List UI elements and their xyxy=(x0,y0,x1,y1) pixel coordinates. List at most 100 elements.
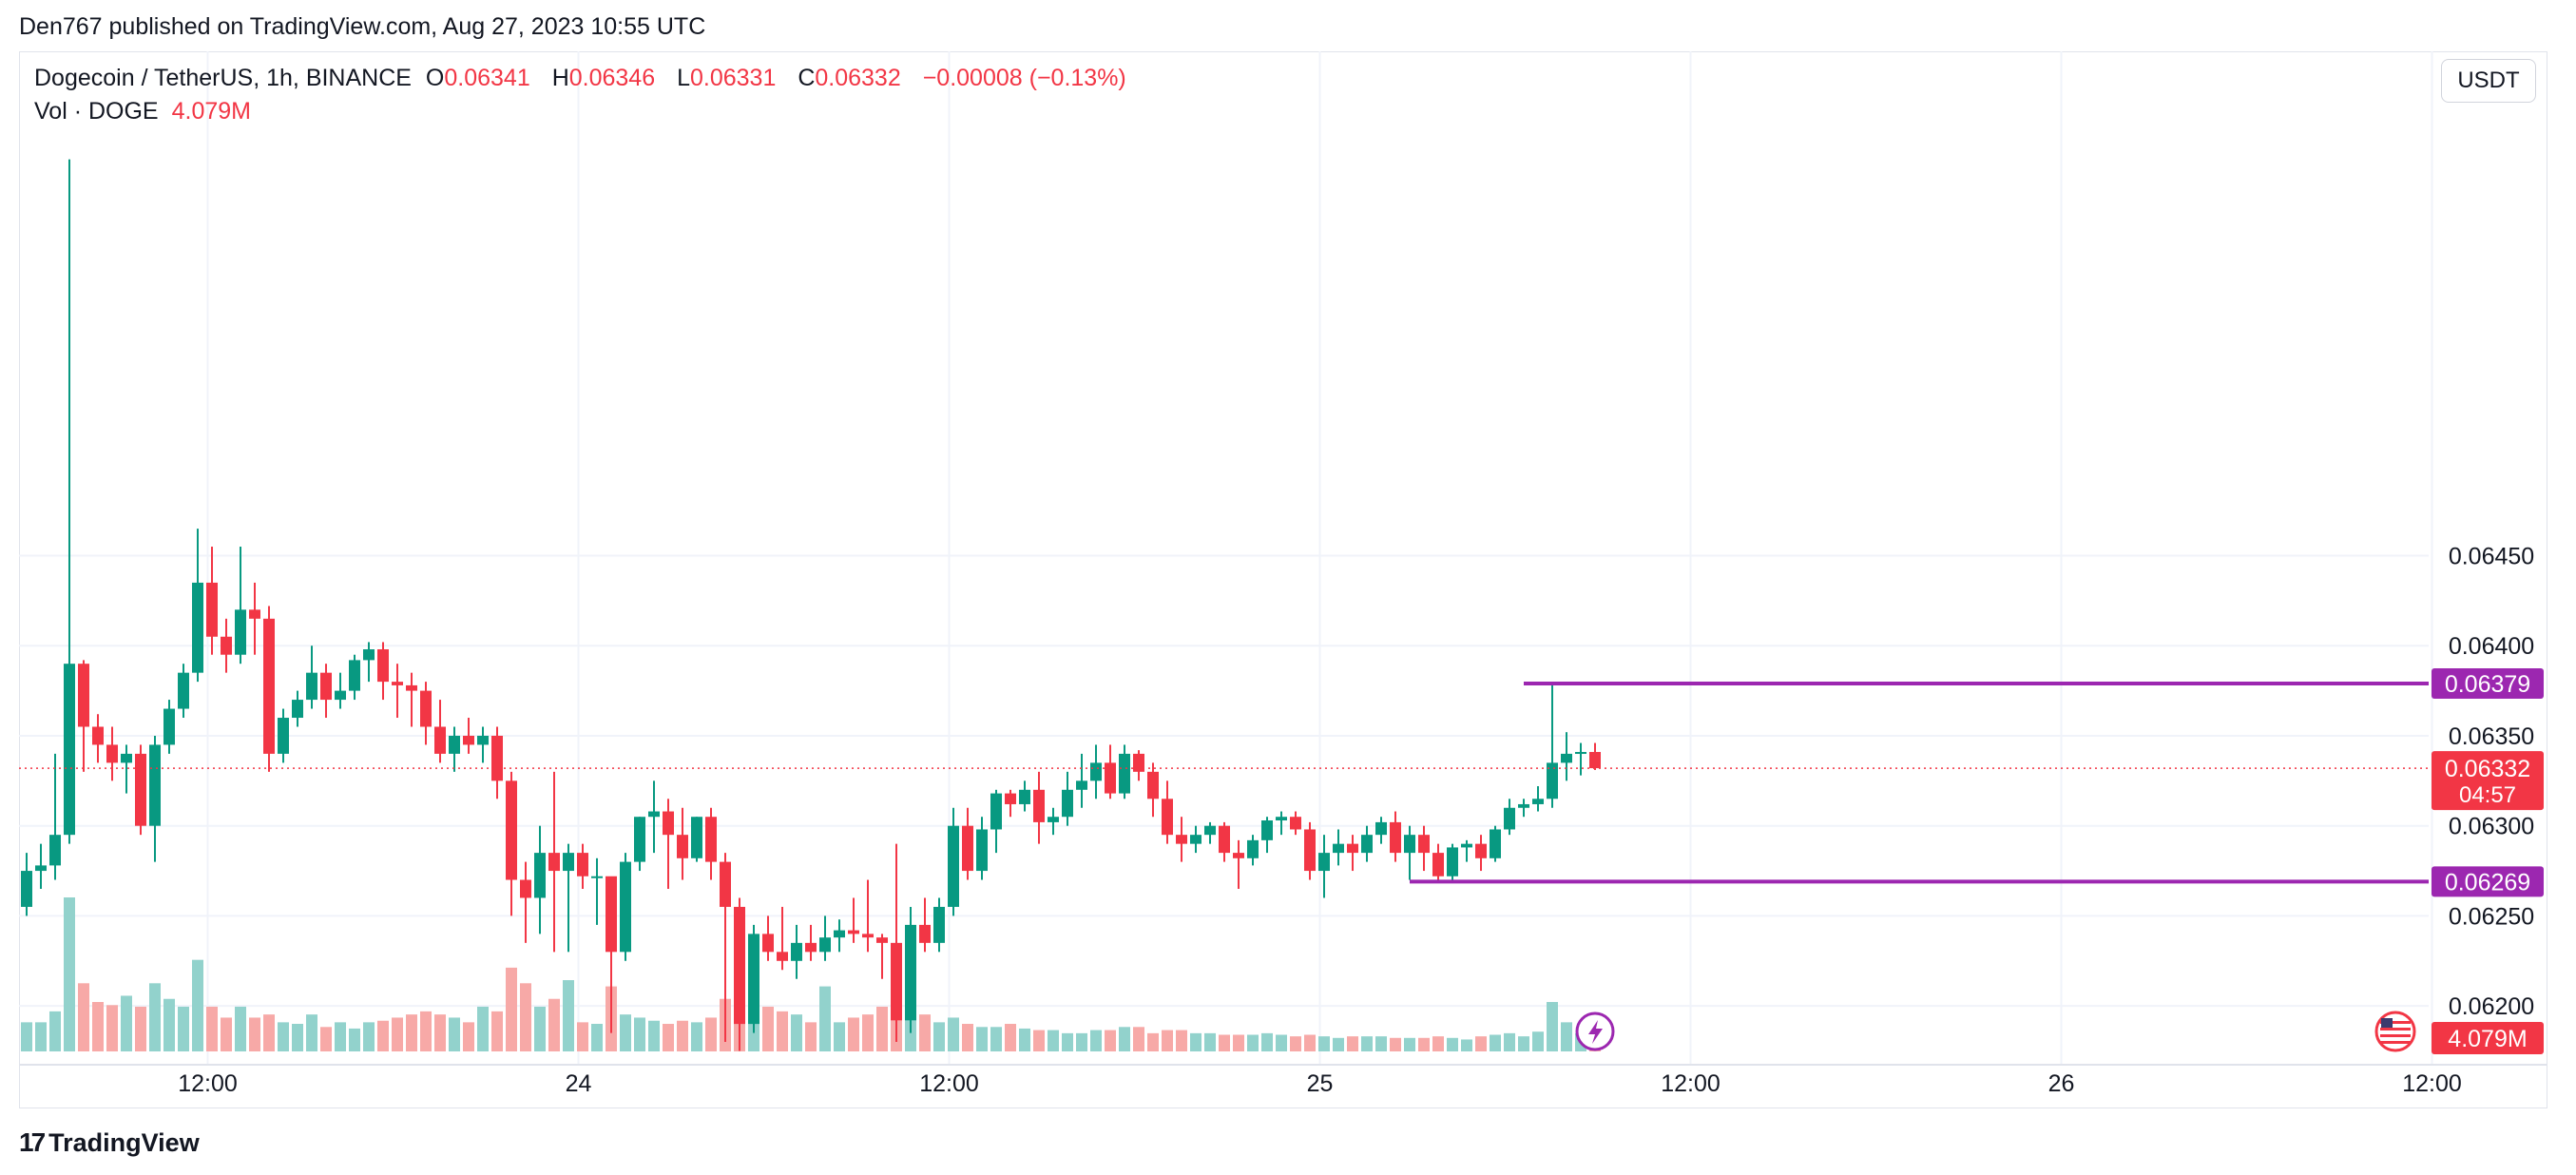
candle-body xyxy=(1033,789,1045,822)
volume-bar xyxy=(1276,1034,1287,1051)
tradingview-brand: TradingView xyxy=(48,1127,200,1157)
volume-bar xyxy=(577,1022,588,1051)
volume-bar xyxy=(221,1017,232,1051)
candle-body xyxy=(1375,821,1387,836)
volume-bar xyxy=(791,1014,802,1051)
volume-badge-label: 4.079M xyxy=(2448,1026,2527,1052)
volume-bar xyxy=(919,1014,931,1051)
volume-bar xyxy=(1219,1034,1230,1051)
candle-body xyxy=(1062,789,1073,818)
volume-bar xyxy=(491,1011,503,1051)
volume-bar xyxy=(121,995,132,1051)
candle-body xyxy=(1076,780,1087,790)
time-tick-label: 12:00 xyxy=(2402,1070,2462,1097)
candle-body xyxy=(677,835,688,858)
volume-bar xyxy=(1204,1032,1216,1051)
candle-body xyxy=(477,735,489,745)
candle-body xyxy=(306,672,317,701)
volume-bar xyxy=(249,1017,260,1051)
candle-body xyxy=(876,937,888,943)
candle-body xyxy=(1504,807,1515,830)
currency-button[interactable]: USDT xyxy=(2441,59,2536,103)
us-flag-stripe xyxy=(2380,1021,2411,1024)
candle-body xyxy=(962,825,973,872)
candle-body xyxy=(35,865,47,872)
candle-body xyxy=(1133,753,1144,772)
candle-body xyxy=(1518,803,1529,808)
volume-bar xyxy=(35,1022,47,1051)
candle-body xyxy=(363,649,375,661)
last-price-badge xyxy=(2432,751,2544,811)
price-tick-label: 0.06200 xyxy=(2449,993,2534,1020)
candle-body xyxy=(933,906,945,943)
candle-body xyxy=(520,879,531,898)
candle-body xyxy=(192,582,203,673)
candle-body xyxy=(135,753,146,826)
candle-body xyxy=(834,930,845,938)
volume-bar xyxy=(620,1014,631,1051)
us-flag-stripe xyxy=(2380,1034,2411,1037)
volume-bar xyxy=(962,1024,973,1051)
tradingview-logo[interactable]: 17 TradingView xyxy=(19,1127,200,1158)
volume-bar xyxy=(92,1002,104,1051)
us-flag-canton xyxy=(2381,1018,2393,1028)
volume-bar xyxy=(1447,1037,1458,1051)
volume-bar xyxy=(320,1027,332,1051)
volume-value: 4.079M xyxy=(171,98,251,125)
candle-body xyxy=(1333,843,1344,854)
time-axis: 12:002412:002512:002612:002712:002812:00… xyxy=(19,1064,2547,1097)
candle-body xyxy=(1290,817,1301,830)
candle-body xyxy=(420,690,432,727)
lightning-icon xyxy=(1575,1011,1615,1051)
volume-bar xyxy=(463,1022,474,1051)
candle-body xyxy=(862,934,874,938)
candle-body xyxy=(449,735,460,754)
volume-bar xyxy=(948,1017,959,1051)
candle-body xyxy=(976,829,988,872)
chart-frame xyxy=(19,51,2547,1108)
candle-body xyxy=(506,780,517,880)
volume-bar xyxy=(49,1011,61,1051)
candle-body xyxy=(1048,817,1059,822)
grid-lines xyxy=(19,51,2433,1065)
volume-bar xyxy=(1561,1022,1572,1051)
candle-body xyxy=(1575,752,1586,755)
candle-body xyxy=(691,817,702,858)
candle-body xyxy=(1561,753,1572,763)
volume-bar xyxy=(677,1020,688,1051)
low-label: L xyxy=(677,65,690,91)
volume-bar xyxy=(1162,1030,1173,1051)
volume-bar xyxy=(1532,1031,1544,1051)
volume-bar xyxy=(163,998,175,1051)
candle-body xyxy=(1119,753,1130,794)
volume-bar xyxy=(1518,1036,1529,1051)
candle-body xyxy=(648,811,660,818)
candle-body xyxy=(434,726,446,754)
candlesticks xyxy=(21,159,1615,1051)
candle-body xyxy=(392,682,403,685)
candle-body xyxy=(1276,817,1287,821)
volume-bar xyxy=(1062,1032,1073,1051)
candle-body xyxy=(777,952,788,961)
candle-body xyxy=(106,744,118,763)
horizontal-levels xyxy=(19,682,2429,884)
candle-body xyxy=(1547,762,1558,799)
candle-body xyxy=(263,618,275,754)
price-tick-label: 0.06450 xyxy=(2449,544,2534,570)
volume-bar xyxy=(648,1020,660,1051)
candle-body xyxy=(1105,762,1116,794)
candle-body xyxy=(1589,752,1601,769)
volume-bar xyxy=(1290,1036,1301,1051)
candle-body xyxy=(1005,793,1016,804)
volume-bar xyxy=(876,1006,888,1051)
candle-body xyxy=(78,664,89,727)
candle-body xyxy=(990,793,1002,830)
volume-bar xyxy=(206,1006,218,1051)
volume-bar xyxy=(1304,1034,1316,1051)
volume-bar xyxy=(1247,1034,1259,1051)
volume-bar xyxy=(135,1006,146,1051)
volume-bar xyxy=(1475,1036,1487,1051)
volume-bar xyxy=(976,1027,988,1051)
candle-body xyxy=(805,942,817,953)
